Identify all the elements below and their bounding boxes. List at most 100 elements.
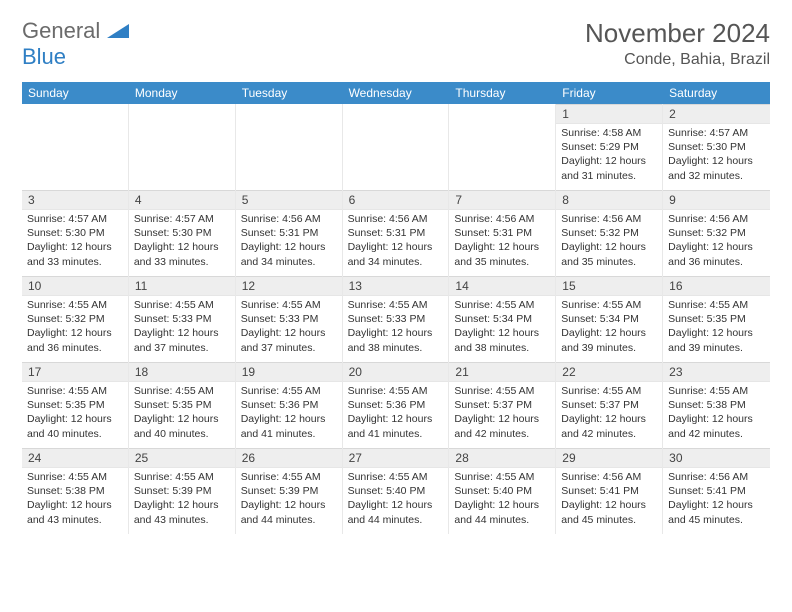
day-details: Sunrise: 4:55 AMSunset: 5:38 PMDaylight:… (663, 382, 770, 445)
day-number: 3 (22, 190, 128, 210)
sunset-text: Sunset: 5:33 PM (241, 312, 337, 326)
logo-triangle-icon (107, 25, 129, 42)
sunrise-text: Sunrise: 4:55 AM (241, 470, 337, 484)
day-details: Sunrise: 4:55 AMSunset: 5:33 PMDaylight:… (343, 296, 449, 359)
sunrise-text: Sunrise: 4:55 AM (454, 384, 550, 398)
day-number: 15 (556, 276, 662, 296)
week-row: 10Sunrise: 4:55 AMSunset: 5:32 PMDayligh… (22, 276, 770, 362)
day-number: 12 (236, 276, 342, 296)
day-number: 5 (236, 190, 342, 210)
daylight-text: Daylight: 12 hours and 43 minutes. (27, 498, 123, 526)
daylight-text: Daylight: 12 hours and 42 minutes. (561, 412, 657, 440)
day-number: 23 (663, 362, 770, 382)
sunrise-text: Sunrise: 4:58 AM (561, 126, 657, 140)
day-details: Sunrise: 4:57 AMSunset: 5:30 PMDaylight:… (22, 210, 128, 273)
day-details: Sunrise: 4:55 AMSunset: 5:36 PMDaylight:… (343, 382, 449, 445)
sunset-text: Sunset: 5:37 PM (561, 398, 657, 412)
day-cell (449, 104, 556, 190)
sunrise-text: Sunrise: 4:55 AM (241, 298, 337, 312)
day-number: 10 (22, 276, 128, 296)
week-row: 17Sunrise: 4:55 AMSunset: 5:35 PMDayligh… (22, 362, 770, 448)
sunrise-text: Sunrise: 4:56 AM (348, 212, 444, 226)
day-cell: 7Sunrise: 4:56 AMSunset: 5:31 PMDaylight… (449, 190, 556, 276)
sunset-text: Sunset: 5:38 PM (27, 484, 123, 498)
sunrise-text: Sunrise: 4:57 AM (668, 126, 765, 140)
day-cell: 12Sunrise: 4:55 AMSunset: 5:33 PMDayligh… (236, 276, 343, 362)
daylight-text: Daylight: 12 hours and 39 minutes. (561, 326, 657, 354)
sunrise-text: Sunrise: 4:56 AM (241, 212, 337, 226)
day-number: 7 (449, 190, 555, 210)
day-number: 11 (129, 276, 235, 296)
sunrise-text: Sunrise: 4:57 AM (27, 212, 123, 226)
day-cell: 30Sunrise: 4:56 AMSunset: 5:41 PMDayligh… (663, 448, 770, 534)
sunrise-text: Sunrise: 4:55 AM (27, 298, 123, 312)
day-cell (129, 104, 236, 190)
daylight-text: Daylight: 12 hours and 42 minutes. (454, 412, 550, 440)
day-details: Sunrise: 4:55 AMSunset: 5:37 PMDaylight:… (556, 382, 662, 445)
day-number: 17 (22, 362, 128, 382)
day-number: 16 (663, 276, 770, 296)
logo-word-general: General (22, 18, 100, 43)
daylight-text: Daylight: 12 hours and 43 minutes. (134, 498, 230, 526)
daylight-text: Daylight: 12 hours and 45 minutes. (561, 498, 657, 526)
day-cell: 10Sunrise: 4:55 AMSunset: 5:32 PMDayligh… (22, 276, 129, 362)
daylight-text: Daylight: 12 hours and 35 minutes. (561, 240, 657, 268)
day-details: Sunrise: 4:55 AMSunset: 5:34 PMDaylight:… (449, 296, 555, 359)
day-details: Sunrise: 4:55 AMSunset: 5:40 PMDaylight:… (449, 468, 555, 531)
sunrise-text: Sunrise: 4:57 AM (134, 212, 230, 226)
day-cell: 9Sunrise: 4:56 AMSunset: 5:32 PMDaylight… (663, 190, 770, 276)
daylight-text: Daylight: 12 hours and 35 minutes. (454, 240, 550, 268)
day-cell: 20Sunrise: 4:55 AMSunset: 5:36 PMDayligh… (343, 362, 450, 448)
day-cell: 22Sunrise: 4:55 AMSunset: 5:37 PMDayligh… (556, 362, 663, 448)
sunrise-text: Sunrise: 4:56 AM (668, 212, 765, 226)
day-number (449, 104, 555, 108)
daylight-text: Daylight: 12 hours and 31 minutes. (561, 154, 657, 182)
day-cell: 17Sunrise: 4:55 AMSunset: 5:35 PMDayligh… (22, 362, 129, 448)
sunrise-text: Sunrise: 4:55 AM (27, 384, 123, 398)
sunset-text: Sunset: 5:35 PM (668, 312, 765, 326)
daylight-text: Daylight: 12 hours and 45 minutes. (668, 498, 765, 526)
sunset-text: Sunset: 5:40 PM (348, 484, 444, 498)
header-right: November 2024 Conde, Bahia, Brazil (585, 18, 770, 69)
weekday-header: Tuesday (236, 82, 343, 104)
week-row: 1Sunrise: 4:58 AMSunset: 5:29 PMDaylight… (22, 104, 770, 190)
day-cell: 1Sunrise: 4:58 AMSunset: 5:29 PMDaylight… (556, 104, 663, 190)
weekday-header: Sunday (22, 82, 129, 104)
day-details: Sunrise: 4:57 AMSunset: 5:30 PMDaylight:… (129, 210, 235, 273)
sunset-text: Sunset: 5:34 PM (561, 312, 657, 326)
day-cell (343, 104, 450, 190)
day-details: Sunrise: 4:55 AMSunset: 5:36 PMDaylight:… (236, 382, 342, 445)
day-cell: 8Sunrise: 4:56 AMSunset: 5:32 PMDaylight… (556, 190, 663, 276)
daylight-text: Daylight: 12 hours and 34 minutes. (348, 240, 444, 268)
logo-text: General Blue (22, 18, 129, 70)
day-cell: 14Sunrise: 4:55 AMSunset: 5:34 PMDayligh… (449, 276, 556, 362)
day-cell: 26Sunrise: 4:55 AMSunset: 5:39 PMDayligh… (236, 448, 343, 534)
sunrise-text: Sunrise: 4:56 AM (454, 212, 550, 226)
day-number: 4 (129, 190, 235, 210)
day-number (22, 104, 128, 108)
sunrise-text: Sunrise: 4:55 AM (561, 384, 657, 398)
sunset-text: Sunset: 5:39 PM (241, 484, 337, 498)
day-number (129, 104, 235, 108)
day-details: Sunrise: 4:56 AMSunset: 5:31 PMDaylight:… (449, 210, 555, 273)
day-number: 18 (129, 362, 235, 382)
day-cell: 19Sunrise: 4:55 AMSunset: 5:36 PMDayligh… (236, 362, 343, 448)
sunset-text: Sunset: 5:34 PM (454, 312, 550, 326)
day-number (343, 104, 449, 108)
day-number: 30 (663, 448, 770, 468)
day-details: Sunrise: 4:55 AMSunset: 5:35 PMDaylight:… (129, 382, 235, 445)
day-details: Sunrise: 4:57 AMSunset: 5:30 PMDaylight:… (663, 124, 770, 187)
daylight-text: Daylight: 12 hours and 38 minutes. (454, 326, 550, 354)
sunset-text: Sunset: 5:31 PM (454, 226, 550, 240)
daylight-text: Daylight: 12 hours and 44 minutes. (454, 498, 550, 526)
day-details: Sunrise: 4:55 AMSunset: 5:38 PMDaylight:… (22, 468, 128, 531)
day-cell: 3Sunrise: 4:57 AMSunset: 5:30 PMDaylight… (22, 190, 129, 276)
day-number: 20 (343, 362, 449, 382)
day-cell: 21Sunrise: 4:55 AMSunset: 5:37 PMDayligh… (449, 362, 556, 448)
day-cell: 28Sunrise: 4:55 AMSunset: 5:40 PMDayligh… (449, 448, 556, 534)
sunset-text: Sunset: 5:30 PM (27, 226, 123, 240)
day-details: Sunrise: 4:55 AMSunset: 5:35 PMDaylight:… (22, 382, 128, 445)
sunset-text: Sunset: 5:32 PM (668, 226, 765, 240)
day-details: Sunrise: 4:56 AMSunset: 5:41 PMDaylight:… (663, 468, 770, 531)
sunrise-text: Sunrise: 4:56 AM (561, 212, 657, 226)
